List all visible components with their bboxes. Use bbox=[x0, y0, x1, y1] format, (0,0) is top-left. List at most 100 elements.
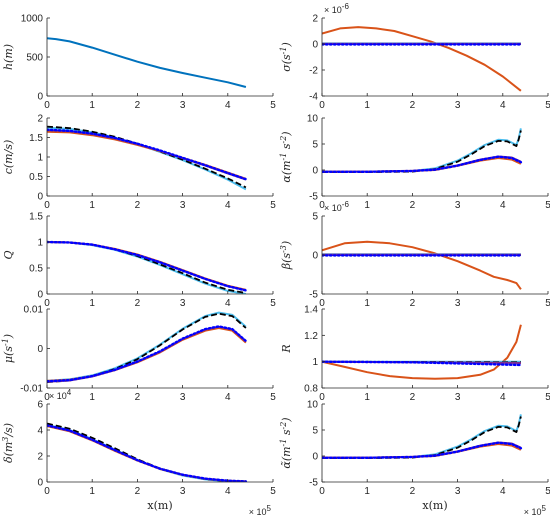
series-line-4 bbox=[47, 240, 248, 292]
y-axis-label: Q bbox=[2, 250, 15, 259]
x-tick-label: 0 bbox=[319, 392, 325, 403]
y-tick-label: 1 bbox=[312, 357, 318, 368]
series-line-2 bbox=[47, 130, 247, 180]
y-tick-label: 2 bbox=[37, 452, 43, 463]
y-exponent-label: × 104 bbox=[49, 388, 72, 402]
series-group bbox=[47, 422, 248, 482]
x-tick-label: 4 bbox=[225, 392, 231, 403]
y-tick-label: 2 bbox=[37, 114, 43, 125]
x-tick-label: 2 bbox=[135, 298, 141, 309]
y-tick-label: 0 bbox=[37, 92, 43, 103]
y-tick-label: 10 bbox=[307, 114, 319, 125]
x-tick-label: 4 bbox=[225, 298, 231, 309]
y-axis-label: σ(s-1) bbox=[279, 42, 294, 72]
y-tick-label: -5 bbox=[309, 192, 318, 203]
y-tick-label: 0.5 bbox=[29, 172, 43, 183]
chart-h: 0 1 2 3 4 5 0 500 1000 h(m) bbox=[2, 14, 276, 112]
series-line-4 bbox=[322, 360, 523, 367]
series-group bbox=[47, 311, 248, 383]
series-line-4 bbox=[322, 155, 523, 173]
x-tick-label: 3 bbox=[180, 392, 186, 403]
y-axis-label: α(m-1 s-2) bbox=[279, 131, 294, 182]
x-tick-label: 4 bbox=[500, 298, 506, 309]
x-tick-label: 2 bbox=[410, 200, 416, 211]
series-line-4 bbox=[47, 424, 248, 482]
series-group bbox=[47, 37, 247, 88]
x-tick-label: 0 bbox=[319, 100, 325, 111]
series-line-0 bbox=[322, 26, 522, 92]
y-axis-label: α̃(m-1 s-2) bbox=[279, 417, 294, 468]
series-line-3 bbox=[47, 129, 247, 181]
x-tick-label: 2 bbox=[135, 486, 141, 497]
y-tick-label: 1 bbox=[37, 153, 43, 164]
x-tick-label: 1 bbox=[364, 200, 370, 211]
y-tick-label: 0 bbox=[37, 192, 43, 203]
y-tick-label: -4 bbox=[309, 92, 318, 103]
series-line-0 bbox=[322, 414, 522, 459]
y-axis-label: δ(m3/s) bbox=[1, 423, 16, 463]
x-tick-label: 3 bbox=[455, 200, 461, 211]
x-tick-label: 5 bbox=[270, 200, 276, 211]
series-group bbox=[322, 324, 523, 380]
y-tick-label: 0.8 bbox=[304, 384, 318, 395]
series-line-4 bbox=[322, 441, 523, 459]
series-line-1 bbox=[47, 125, 247, 189]
x-tick-label: 2 bbox=[410, 392, 416, 403]
y-tick-label: 0 bbox=[312, 40, 318, 51]
y-tick-label: 0 bbox=[312, 452, 318, 463]
x-tick-label: 5 bbox=[270, 392, 276, 403]
y-tick-label: 1.5 bbox=[29, 212, 43, 223]
x-tick-label: 3 bbox=[455, 392, 461, 403]
series-line-4 bbox=[47, 325, 248, 383]
x-tick-label: 0 bbox=[44, 298, 50, 309]
y-tick-label: 4 bbox=[37, 426, 43, 437]
x-tick-label: 5 bbox=[545, 298, 550, 309]
chart-beta: 0 1 2 3 4 5-505× 10-6β(s-3) bbox=[279, 200, 550, 310]
x-tick-label: 1 bbox=[89, 200, 95, 211]
y-axis-label: μ(s-1) bbox=[1, 334, 16, 363]
y-tick-label: 1 bbox=[37, 238, 43, 249]
chart-sigma: 0 1 2 3 4 5 -4 -2 0 2 × 10-6 σ(s-1) bbox=[279, 2, 550, 112]
series-line-1 bbox=[322, 130, 522, 173]
y-exponent-label: × 10-6 bbox=[324, 2, 349, 16]
x-tick-label: 3 bbox=[455, 298, 461, 309]
x-tick-label: 1 bbox=[89, 486, 95, 497]
x-tick-label: 4 bbox=[225, 200, 231, 211]
x-tick-label: 4 bbox=[500, 486, 506, 497]
series-line-4 bbox=[47, 128, 248, 181]
x-tick-label: 3 bbox=[455, 100, 461, 111]
y-tick-label: 0.5 bbox=[29, 264, 43, 275]
series-line-0 bbox=[322, 128, 522, 173]
y-tick-label: 0 bbox=[37, 290, 43, 301]
series-line-1 bbox=[47, 241, 247, 294]
x-tick-label: 3 bbox=[180, 200, 186, 211]
chart-c: 0 1 2 3 4 5 0 0.5 1 1.5 2 c(m/s) bbox=[2, 114, 276, 212]
y-tick-label: 5 bbox=[312, 212, 318, 223]
x-tick-label: 0 bbox=[44, 486, 50, 497]
y-exponent-label: × 10-6 bbox=[324, 200, 349, 214]
y-tick-label: 0 bbox=[312, 166, 318, 177]
series-line-0 bbox=[322, 240, 522, 290]
y-tick-label: 500 bbox=[26, 53, 43, 64]
y-tick-label: 1000 bbox=[21, 14, 44, 25]
y-tick-label: 1.4 bbox=[304, 305, 318, 316]
x-tick-label: 5 bbox=[545, 392, 550, 403]
y-tick-label: 5 bbox=[312, 426, 318, 437]
series-group bbox=[322, 414, 523, 459]
x-tick-label: 0 bbox=[44, 200, 50, 211]
x-tick-label: 4 bbox=[500, 100, 506, 111]
x-tick-label: 4 bbox=[225, 486, 231, 497]
x-tick-label: 2 bbox=[410, 298, 416, 309]
y-tick-label: 1.2 bbox=[304, 331, 318, 342]
series-line-1 bbox=[47, 312, 247, 383]
x-tick-label: 5 bbox=[545, 486, 550, 497]
y-tick-label: 0 bbox=[37, 478, 43, 489]
y-tick-label: -0.01 bbox=[20, 384, 43, 395]
series-group bbox=[322, 240, 523, 290]
y-tick-label: 1.5 bbox=[29, 133, 43, 144]
y-axis-label: c(m/s) bbox=[2, 140, 15, 175]
x-tick-label: 4 bbox=[500, 392, 506, 403]
x-exponent-label: × 105 bbox=[249, 504, 272, 518]
